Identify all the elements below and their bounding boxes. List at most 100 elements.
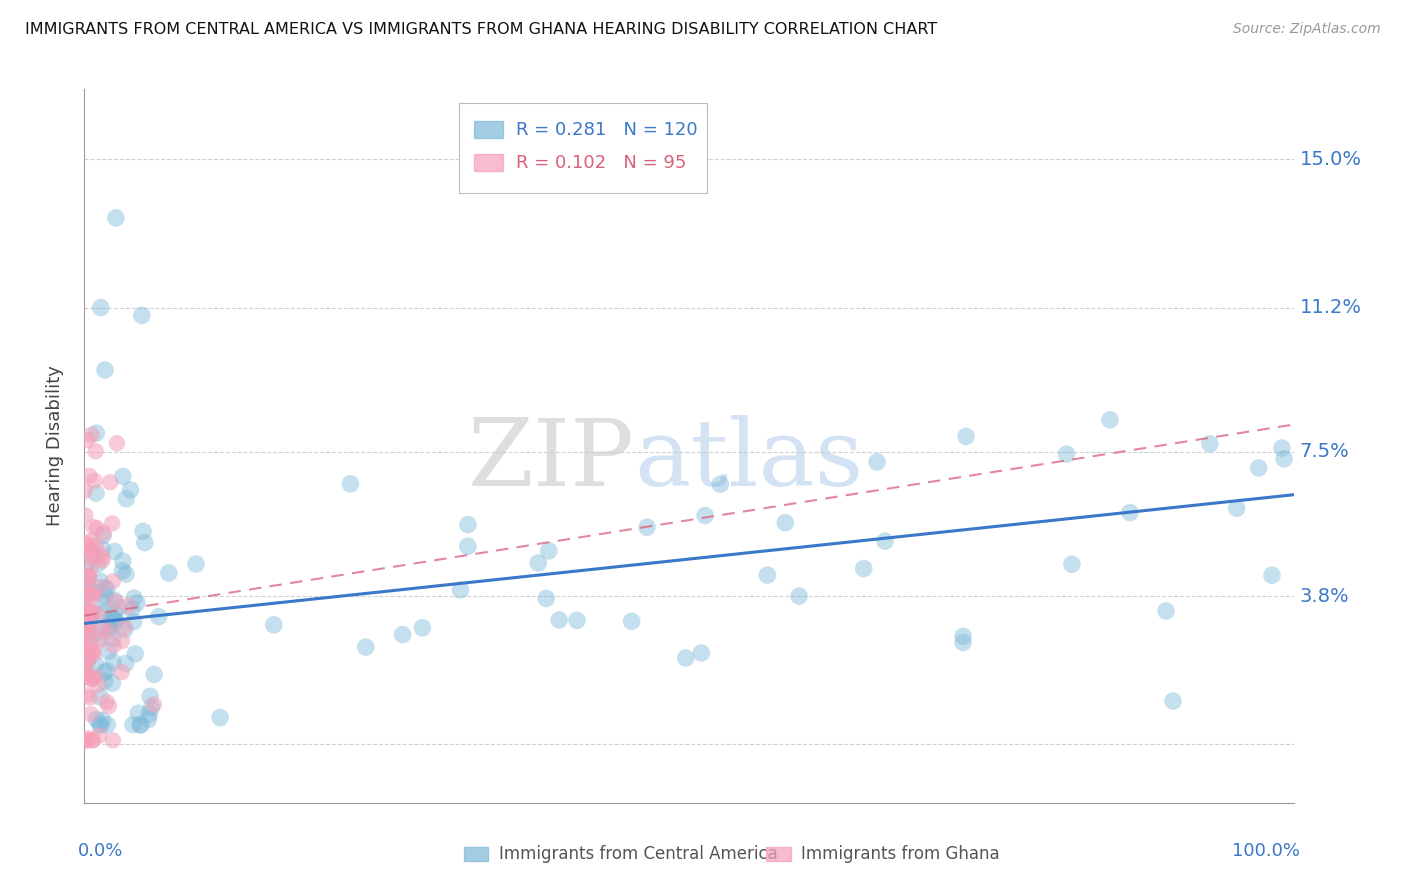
Point <box>76 538 98 552</box>
Point <box>104 211 127 225</box>
Point <box>94 589 117 603</box>
Point <box>142 698 165 712</box>
Point <box>75 508 97 523</box>
Point <box>117 599 139 613</box>
Point <box>101 613 124 627</box>
Point <box>82 733 104 747</box>
FancyBboxPatch shape <box>464 847 488 862</box>
Point <box>80 542 103 557</box>
Point <box>86 625 108 640</box>
Point <box>77 543 100 558</box>
Point <box>620 615 643 629</box>
Point <box>138 713 160 727</box>
Point <box>73 586 96 600</box>
Point <box>184 557 207 571</box>
Text: R = 0.102   N = 95: R = 0.102 N = 95 <box>516 153 686 171</box>
Point <box>852 561 875 575</box>
Point <box>89 690 111 704</box>
Point <box>75 733 97 747</box>
Point <box>565 613 588 627</box>
Point <box>77 570 100 584</box>
Point <box>82 590 104 604</box>
Point <box>96 582 118 596</box>
Point <box>125 596 148 610</box>
FancyBboxPatch shape <box>474 154 503 171</box>
Point <box>76 653 98 667</box>
Point <box>73 621 96 635</box>
Point <box>80 605 103 619</box>
Point <box>101 574 124 589</box>
Text: 3.8%: 3.8% <box>1299 587 1350 606</box>
Point <box>97 624 120 639</box>
Point <box>1271 441 1294 455</box>
Point <box>139 690 162 704</box>
Point <box>122 718 145 732</box>
Point <box>391 627 413 641</box>
Point <box>86 712 108 726</box>
Point <box>105 436 128 450</box>
Point <box>111 554 134 568</box>
Point <box>76 624 98 638</box>
Point <box>83 647 105 661</box>
Text: Immigrants from Central America: Immigrants from Central America <box>499 846 778 863</box>
Point <box>82 672 104 686</box>
Point <box>339 476 361 491</box>
FancyBboxPatch shape <box>460 103 707 193</box>
Point <box>98 699 121 714</box>
Point <box>675 651 697 665</box>
Point <box>75 648 97 663</box>
Point <box>79 647 101 661</box>
Point <box>121 602 143 616</box>
Point <box>537 544 560 558</box>
Point <box>114 657 136 671</box>
Point <box>73 644 96 658</box>
Text: IMMIGRANTS FROM CENTRAL AMERICA VS IMMIGRANTS FROM GHANA HEARING DISABILITY CORR: IMMIGRANTS FROM CENTRAL AMERICA VS IMMIG… <box>25 22 938 37</box>
Point <box>87 678 110 692</box>
Point <box>82 550 104 565</box>
FancyBboxPatch shape <box>474 121 503 138</box>
Point <box>76 590 98 604</box>
Point <box>77 569 100 583</box>
Point <box>955 429 977 443</box>
Point <box>101 632 124 646</box>
Point <box>89 729 111 743</box>
Point <box>75 619 97 633</box>
Point <box>87 557 110 571</box>
Point <box>77 587 100 601</box>
Text: 7.5%: 7.5% <box>1299 442 1350 461</box>
Point <box>952 629 974 643</box>
Point <box>103 593 125 607</box>
Point <box>141 700 163 714</box>
Point <box>76 650 98 665</box>
Point <box>91 713 114 727</box>
Point <box>263 617 285 632</box>
Point <box>1161 694 1184 708</box>
Point <box>82 587 104 601</box>
Point <box>354 640 377 654</box>
Point <box>83 474 105 488</box>
Point <box>103 607 125 621</box>
Point <box>83 669 105 683</box>
Point <box>75 610 97 624</box>
Point <box>122 591 145 606</box>
Point <box>73 637 96 651</box>
Point <box>80 606 103 620</box>
Point <box>96 664 118 678</box>
Point <box>91 595 114 609</box>
Point <box>91 553 114 567</box>
Point <box>89 580 111 594</box>
Point <box>86 607 108 621</box>
Point <box>80 584 103 599</box>
Point <box>91 606 114 620</box>
Point <box>94 363 117 377</box>
Point <box>111 564 134 578</box>
Point <box>84 444 107 458</box>
Point <box>75 667 97 681</box>
Point <box>1226 501 1249 516</box>
Point <box>91 550 114 565</box>
Point <box>101 516 124 531</box>
Point <box>73 652 96 666</box>
Point <box>76 433 98 447</box>
Point <box>90 301 112 315</box>
Point <box>534 591 557 606</box>
